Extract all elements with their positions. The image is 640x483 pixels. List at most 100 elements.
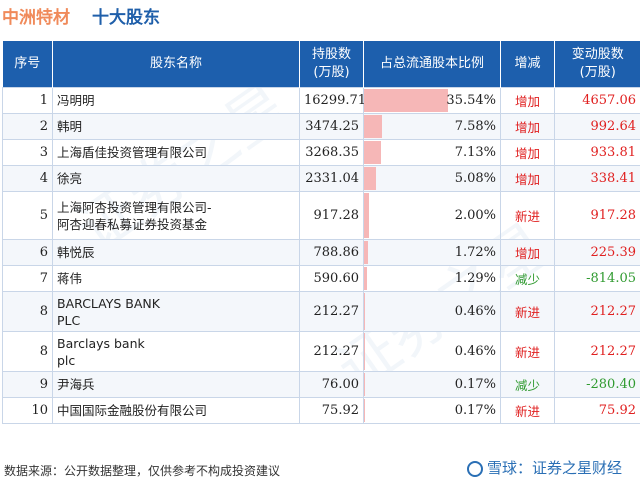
shareholder-name: 冯明明: [52, 87, 300, 114]
change-shares: 338.41: [554, 165, 640, 192]
table-row: 10 中国国际金融股份有限公司 75.92 0.17% 新进 75.92: [2, 397, 640, 424]
col-header-shares: 持股数 (万股): [299, 41, 364, 88]
shareholder-name: 上海阿杏投资管理有限公司- 阿杏迎春私募证券投资基金: [52, 191, 300, 240]
col-header-seq: 序号: [2, 41, 53, 88]
change-shares: 212.27: [554, 291, 640, 332]
change-status: 增加: [500, 239, 555, 266]
row-seq: 10: [2, 397, 53, 424]
change-status: 新进: [500, 191, 555, 240]
page-subtitle: 十大股东: [92, 8, 160, 28]
ratio-cell: 5.08%: [363, 165, 501, 192]
change-shares: 212.27: [554, 331, 640, 372]
ratio-bar: [364, 115, 382, 138]
table-row: 6 韩悦辰 788.86 1.72% 增加 225.39: [2, 239, 640, 266]
table-row: 7 蒋伟 590.60 1.29% 减少 -814.05: [2, 265, 640, 292]
ratio-value: 7.13%: [454, 145, 496, 160]
table-row: 1 冯明明 16299.71 35.54% 增加 4657.06: [2, 87, 640, 114]
shares-held: 3474.25: [299, 113, 364, 140]
row-seq: 7: [2, 265, 53, 292]
ratio-value: 1.29%: [454, 271, 496, 286]
change-status: 增加: [500, 87, 555, 114]
row-seq: 8: [2, 291, 53, 332]
shareholder-name: 上海盾佳投资管理有限公司: [52, 139, 300, 166]
ratio-value: 0.46%: [454, 304, 496, 319]
change-status: 增加: [500, 113, 555, 140]
change-shares: 933.81: [554, 139, 640, 166]
row-seq: 8: [2, 331, 53, 372]
col-header-delta: 变动股数 (万股): [554, 41, 640, 88]
row-seq: 4: [2, 165, 53, 192]
ratio-cell: 0.46%: [363, 291, 501, 332]
shareholder-name: 韩悦辰: [52, 239, 300, 266]
brand-watermark: 雪球：证券之星财经: [466, 457, 622, 478]
ratio-cell: 1.29%: [363, 265, 501, 292]
ratio-bar: [364, 267, 368, 290]
ratio-value: 7.58%: [454, 119, 496, 134]
ratio-value: 1.72%: [454, 245, 496, 260]
shareholder-table: 序号 股东名称 持股数 (万股) 占总流通股本比例 增减 变动股数 (万股) 1…: [2, 41, 640, 424]
table-row: 5 上海阿杏投资管理有限公司- 阿杏迎春私募证券投资基金 917.28 2.00% 新进…: [2, 191, 640, 240]
col-header-change: 增减: [500, 41, 555, 88]
row-seq: 2: [2, 113, 53, 140]
ratio-cell: 1.72%: [363, 239, 501, 266]
company-name: 中洲特材: [2, 8, 70, 28]
change-shares: 4657.06: [554, 87, 640, 114]
col-header-name: 股东名称: [52, 41, 300, 88]
ratio-bar: [364, 241, 369, 264]
ratio-bar: [364, 89, 449, 112]
change-shares: 225.39: [554, 239, 640, 266]
header: 中洲特材 十大股东: [0, 0, 640, 34]
table-row: 4 徐亮 2331.04 5.08% 增加 338.41: [2, 165, 640, 192]
brand-text: 雪球：证券之星财经: [486, 459, 622, 477]
change-shares: -280.40: [554, 371, 640, 398]
change-shares: -814.05: [554, 265, 640, 292]
row-seq: 5: [2, 191, 53, 240]
ratio-bar: [364, 293, 366, 330]
table-row: 2 韩明 3474.25 7.58% 增加 992.64: [2, 113, 640, 140]
row-seq: 9: [2, 371, 53, 398]
shareholder-name: Barclays bank plc: [52, 331, 300, 372]
shares-held: 917.28: [299, 191, 364, 240]
change-shares: 917.28: [554, 191, 640, 240]
shares-held: 590.60: [299, 265, 364, 292]
data-source-note: 数据来源：公开数据整理，仅供参考不构成投资建议: [4, 464, 281, 478]
ratio-cell: 2.00%: [363, 191, 501, 240]
table-row: 3 上海盾佳投资管理有限公司 3268.35 7.13% 增加 933.81: [2, 139, 640, 166]
ratio-cell: 0.46%: [363, 331, 501, 372]
shares-held: 2331.04: [299, 165, 364, 192]
ratio-cell: 35.54%: [363, 87, 501, 114]
change-status: 减少: [500, 371, 555, 398]
ratio-value: 0.17%: [454, 403, 496, 418]
ratio-cell: 0.17%: [363, 371, 501, 398]
ratio-value: 35.54%: [446, 93, 496, 108]
table-header-row: 序号 股东名称 持股数 (万股) 占总流通股本比例 增减 变动股数 (万股): [2, 41, 640, 88]
shares-held: 75.92: [299, 397, 364, 424]
shares-held: 212.27: [299, 331, 364, 372]
ratio-bar: [364, 193, 369, 238]
ratio-bar: [364, 141, 381, 164]
table-row: 8 Barclays bank plc 212.27 0.46% 新进 212.27: [2, 331, 640, 372]
table-row: 8 BARCLAYS BANK PLC 212.27 0.46% 新进 212.27: [2, 291, 640, 332]
ratio-value: 0.46%: [454, 344, 496, 359]
shareholder-name: 徐亮: [52, 165, 300, 192]
ratio-value: 2.00%: [454, 208, 496, 223]
shareholder-name: 蒋伟: [52, 265, 300, 292]
ratio-value: 0.17%: [454, 377, 496, 392]
ratio-bar: [364, 333, 366, 370]
row-seq: 6: [2, 239, 53, 266]
col-header-ratio: 占总流通股本比例: [363, 41, 501, 88]
shares-held: 16299.71: [299, 87, 366, 114]
ratio-value: 5.08%: [454, 171, 496, 186]
change-status: 新进: [500, 291, 555, 332]
shares-held: 788.86: [299, 239, 364, 266]
shares-held: 212.27: [299, 291, 364, 332]
row-seq: 3: [2, 139, 53, 166]
ratio-cell: 0.17%: [363, 397, 501, 424]
change-status: 新进: [500, 397, 555, 424]
row-seq: 1: [2, 87, 53, 114]
shares-held: 76.00: [299, 371, 364, 398]
change-status: 增加: [500, 165, 555, 192]
ratio-cell: 7.13%: [363, 139, 501, 166]
ratio-bar: [364, 167, 377, 190]
table-row: 9 尹海兵 76.00 0.17% 减少 -280.40: [2, 371, 640, 398]
